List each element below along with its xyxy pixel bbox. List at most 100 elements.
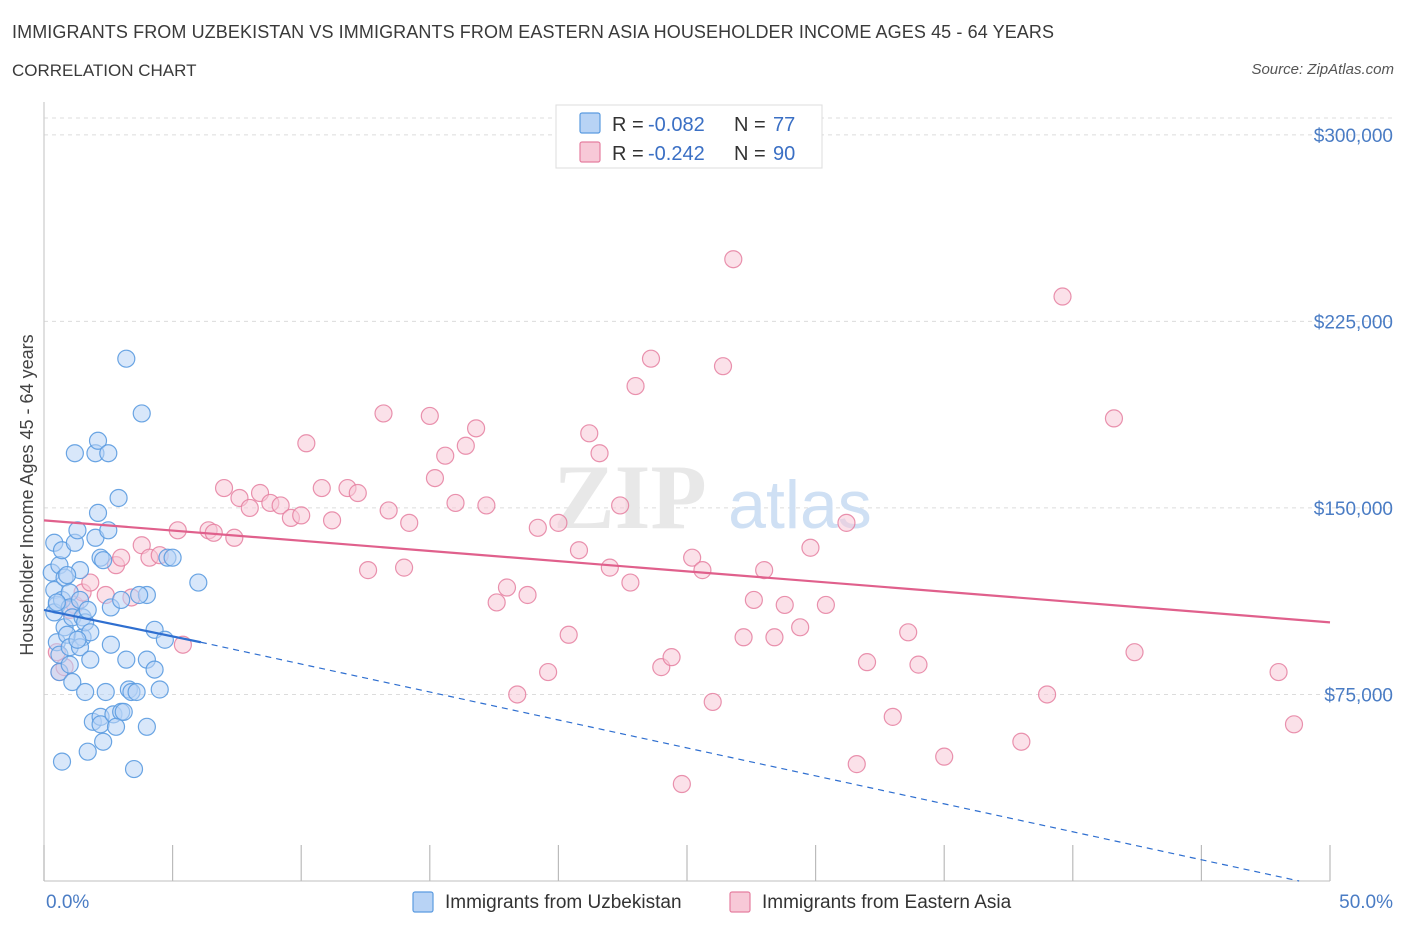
eastern-asia-point <box>81 573 100 592</box>
eastern-asia-point <box>312 478 331 498</box>
uzbekistan-point <box>101 635 120 654</box>
uzbekistan-point <box>68 521 87 540</box>
eastern-asia-point <box>394 558 414 577</box>
eastern-asia-point <box>611 496 630 515</box>
eastern-asia-point <box>580 424 599 443</box>
uzbekistan-point <box>76 682 95 702</box>
uzbekistan-point <box>137 717 156 736</box>
uzbekistan-point <box>81 650 100 669</box>
eastern-asia-point <box>1037 685 1057 704</box>
eastern-asia-point <box>1053 287 1072 306</box>
eastern-asia-point <box>559 625 578 644</box>
eastern-asia-point <box>569 541 589 560</box>
uzbekistan-point <box>150 680 169 699</box>
eastern-asia-point <box>837 513 856 532</box>
uzbekistan-point <box>58 565 77 585</box>
x-tick-label-min: 0.0% <box>46 892 89 913</box>
eastern-asia-point <box>801 538 820 557</box>
eastern-asia-point <box>420 406 439 426</box>
eastern-asia-point <box>744 590 763 610</box>
eastern-asia-point <box>724 250 743 269</box>
uzbekistan-point <box>94 551 113 570</box>
eastern-asia-point <box>1284 715 1304 734</box>
eastern-asia-point <box>508 685 527 704</box>
uzbekistan-point <box>99 444 118 463</box>
eastern-asia-point <box>683 548 702 567</box>
eastern-asia-point <box>590 444 609 463</box>
uzbekistan-point <box>127 682 146 702</box>
eastern-asia-point <box>487 593 506 612</box>
chart-title: IMMIGRANTS FROM UZBEKISTAN VS IMMIGRANTS… <box>12 22 1055 42</box>
eastern-asia-point <box>379 501 398 520</box>
y-tick-label-0: $75,000 <box>1324 685 1393 706</box>
eastern-asia-point <box>549 513 568 532</box>
eastern-asia-point <box>214 478 234 498</box>
eastern-asia-point <box>436 446 455 465</box>
eastern-asia-point <box>112 548 131 567</box>
uzbekistan-point <box>78 600 97 620</box>
legend-swatch-eastern-asia <box>579 141 601 163</box>
eastern-asia-point <box>816 595 835 615</box>
eastern-asia-point <box>847 755 866 774</box>
eastern-asia-points <box>47 250 1304 794</box>
eastern-asia-point <box>621 573 640 592</box>
uzbekistan-point <box>68 630 87 649</box>
eastern-asia-point <box>775 595 794 615</box>
series-label-uzbekistan: Immigrants from Uzbekistan <box>445 892 682 913</box>
eastern-asia-point <box>446 493 465 513</box>
uzbekistan-point <box>47 593 66 612</box>
eastern-asia-point <box>518 585 537 605</box>
y-tick-label-2: $225,000 <box>1314 312 1393 333</box>
series-swatch-eastern-asia <box>729 891 751 913</box>
eastern-asia-point <box>240 498 259 518</box>
series-legend: Immigrants from Uzbekistan Immigrants fr… <box>412 891 1012 913</box>
uzbekistan-point <box>163 548 182 567</box>
eastern-asia-point <box>883 707 902 726</box>
eastern-asia-point <box>693 561 712 580</box>
chart-subtitle: CORRELATION CHART <box>12 61 197 80</box>
eastern-asia-point <box>528 518 547 537</box>
eastern-asia-point <box>425 468 445 488</box>
uzbekistan-point <box>124 759 144 779</box>
axes <box>43 102 1331 882</box>
legend-n-label-1: N = <box>734 114 766 136</box>
eastern-asia-point <box>477 496 496 515</box>
uzbekistan-point <box>52 752 72 771</box>
y-tick-label-3: $300,000 <box>1314 126 1393 147</box>
y-tick-labels: $75,000 $150,000 $225,000 $300,000 <box>1314 126 1393 707</box>
legend-swatch-uzbekistan <box>579 112 601 134</box>
y-tick-label-1: $150,000 <box>1314 499 1393 520</box>
uzbekistan-point <box>132 404 151 423</box>
eastern-asia-point <box>400 513 419 532</box>
gridlines <box>44 117 1393 695</box>
trend-lines <box>43 519 1331 882</box>
watermark-zip: ZIP <box>553 446 706 548</box>
series-label-eastern-asia: Immigrants from Eastern Asia <box>762 892 1012 913</box>
uzbekistan-point <box>78 742 97 761</box>
eastern-asia-point <box>1104 409 1124 428</box>
correlation-legend: R = -0.082 N = 77 R = -0.242 N = 90 <box>555 104 823 169</box>
uzbekistan-point <box>145 660 164 679</box>
eastern-asia-point <box>703 692 722 712</box>
eastern-asia-point <box>348 483 367 503</box>
source-credit: Source: ZipAtlas.com <box>1251 61 1394 78</box>
eastern-asia-point <box>857 653 877 672</box>
eastern-asia-point <box>791 618 810 637</box>
eastern-asia-point <box>358 561 378 580</box>
watermark-atlas: atlas <box>728 467 872 543</box>
legend-r-label-2: R = <box>612 143 644 165</box>
uzbekistan-point <box>88 431 108 450</box>
eastern-asia-trend-line <box>43 519 1331 624</box>
eastern-asia-point <box>322 511 342 530</box>
legend-r-label-1: R = <box>612 114 644 136</box>
eastern-asia-point <box>672 774 691 794</box>
uzbekistan-trend-extension <box>200 641 1300 882</box>
eastern-asia-point <box>935 747 954 766</box>
uzbekistan-point <box>117 650 136 669</box>
uzbekistan-point <box>130 585 149 605</box>
uzbekistan-point <box>106 717 126 736</box>
series-swatch-uzbekistan <box>412 891 434 913</box>
eastern-asia-point <box>713 357 733 376</box>
eastern-asia-point <box>374 404 393 423</box>
